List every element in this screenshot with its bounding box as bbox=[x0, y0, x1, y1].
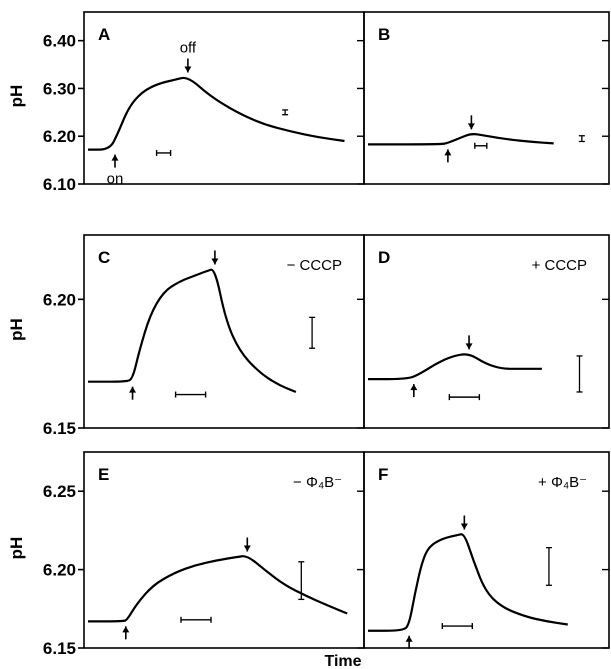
y-axis-label: pH bbox=[7, 85, 26, 108]
panel-label: A bbox=[98, 25, 110, 44]
x-axis-label: Time bbox=[324, 653, 361, 669]
condition-label: + CCCP bbox=[532, 257, 587, 274]
y-tick-label: 6.25 bbox=[43, 482, 76, 501]
panel-f: F + Φ₄B⁻ bbox=[363, 451, 610, 649]
y-tick-label: 6.20 bbox=[43, 290, 76, 309]
y-tick-label: 6.30 bbox=[43, 79, 76, 98]
stimulus-off-arrow bbox=[460, 515, 468, 530]
stimulus-label: off bbox=[180, 40, 197, 57]
panel-a: 6.40 6.30 6.20 6.10 pH Aon off bbox=[7, 11, 365, 194]
y-tick-label: 6.10 bbox=[43, 175, 76, 194]
arrow-head bbox=[129, 386, 137, 393]
ph-trace bbox=[368, 353, 542, 381]
panel-d: D + CCCP bbox=[363, 234, 610, 429]
arrow-head bbox=[243, 545, 251, 552]
stimulus-off-arrow bbox=[465, 335, 473, 350]
panel-frame bbox=[363, 451, 610, 649]
arrow-head bbox=[444, 149, 452, 156]
stimulus-on-arrow bbox=[122, 626, 130, 640]
stimulus-off-arrow bbox=[243, 537, 251, 552]
arrow-head bbox=[410, 384, 418, 391]
arrow-head bbox=[122, 626, 130, 633]
y-tick-label: 6.15 bbox=[43, 419, 76, 438]
arrow-head bbox=[467, 123, 475, 130]
condition-label: + Φ₄B⁻ bbox=[538, 474, 587, 491]
condition-label: − Φ₄B⁻ bbox=[293, 474, 342, 491]
stimulus-off-arrow bbox=[211, 250, 219, 265]
stimulus-off-arrow bbox=[467, 115, 475, 130]
ph-trace bbox=[367, 533, 568, 632]
panel-e: 6.25 6.20 6.15 pH E − Φ₄B⁻ bbox=[7, 451, 365, 658]
arrow-head bbox=[405, 635, 413, 642]
stimulus-off-arrow bbox=[184, 58, 192, 73]
panel-frame bbox=[363, 234, 610, 429]
panel-label: F bbox=[378, 465, 388, 484]
condition-label: − CCCP bbox=[287, 257, 342, 274]
panel-frame bbox=[83, 11, 365, 185]
arrow-head bbox=[111, 154, 119, 161]
panel-label: E bbox=[98, 465, 109, 484]
y-axis-label: pH bbox=[7, 537, 26, 560]
y-axis-label: pH bbox=[7, 318, 26, 341]
stimulus-label: on bbox=[107, 171, 124, 188]
stimulus-on-arrow bbox=[410, 384, 418, 398]
stimulus-on-arrow bbox=[405, 635, 413, 649]
ph-trace bbox=[88, 76, 345, 151]
panel-label: D bbox=[378, 248, 390, 267]
y-tick-label: 6.15 bbox=[43, 639, 76, 658]
panel-frame bbox=[363, 11, 610, 185]
ph-trace bbox=[87, 555, 348, 623]
stimulus-on-arrow bbox=[111, 154, 119, 168]
ph-trace bbox=[367, 133, 554, 146]
stimulus-on-arrow bbox=[444, 149, 452, 163]
arrow-head bbox=[184, 66, 192, 73]
ph-trace bbox=[87, 268, 297, 393]
arrow-head bbox=[460, 523, 468, 530]
y-tick-label: 6.20 bbox=[43, 561, 76, 580]
panel-label: C bbox=[98, 248, 110, 267]
arrow-head bbox=[211, 258, 219, 265]
y-tick-label: 6.20 bbox=[43, 127, 76, 146]
panel-label: B bbox=[378, 25, 390, 44]
arrow-head bbox=[465, 343, 473, 350]
y-tick-label: 6.40 bbox=[43, 32, 76, 51]
stimulus-on-arrow bbox=[129, 386, 137, 400]
panel-b: B bbox=[363, 11, 610, 185]
panel-c: 6.20 6.15 pH C − CCCP bbox=[7, 234, 365, 438]
